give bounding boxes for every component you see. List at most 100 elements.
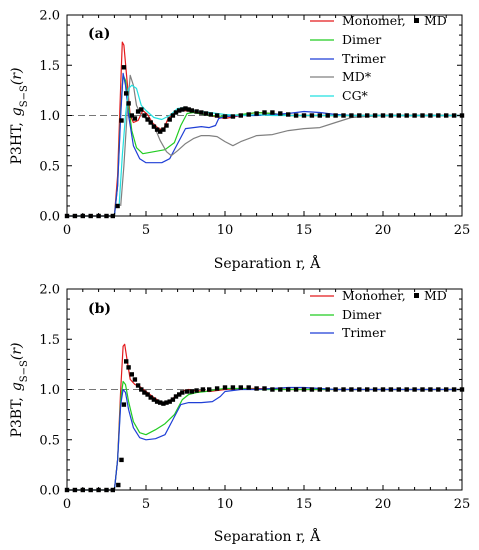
series-cgstar-line (118, 84, 462, 206)
md-marker (115, 203, 120, 209)
md-marker (148, 120, 153, 125)
panel-b-md-markers (64, 359, 465, 493)
md-marker (349, 113, 354, 118)
md-marker (148, 395, 153, 400)
md-marker (180, 390, 185, 395)
md-marker (333, 387, 338, 392)
md-marker (189, 389, 194, 394)
md-marker (230, 114, 236, 119)
y-tick-label: 0.5 (39, 159, 60, 174)
legend-a-mdstar-label: MD* (342, 69, 372, 84)
md-marker (341, 113, 346, 118)
md-marker (333, 113, 338, 118)
md-marker (444, 113, 449, 118)
md-marker (214, 386, 220, 391)
y-tick-label: 1.5 (39, 59, 60, 74)
panel-a-x-tick-labels: 0 5 10 15 20 25 (63, 223, 470, 238)
md-marker (388, 387, 394, 392)
md-marker (372, 113, 378, 118)
md-marker (177, 392, 182, 397)
legend-a-md-label: MD (424, 13, 447, 28)
legend-b-md-label: MD (424, 288, 447, 303)
md-marker (194, 388, 199, 393)
legend-b-dimer-label: Dimer (342, 307, 381, 322)
md-marker (451, 113, 457, 118)
md-marker (203, 111, 209, 116)
md-marker (135, 109, 141, 114)
md-marker (357, 387, 362, 392)
md-marker (126, 365, 131, 370)
legend-b-md-marker (414, 293, 419, 298)
md-marker (158, 400, 163, 405)
panel-a-x-axis-label: Separation r, Å (214, 254, 321, 272)
series-dimer-line (67, 380, 462, 491)
md-marker (170, 113, 176, 118)
legend-a-monomer-label: Monomer, (342, 13, 406, 28)
md-marker (151, 124, 157, 129)
y-tick-label: 1.5 (39, 333, 60, 348)
x-tick-label: 25 (454, 223, 471, 238)
y-tick-label: 0.0 (39, 210, 60, 225)
series-trimer-line (67, 386, 462, 491)
md-marker (139, 107, 144, 112)
md-marker (293, 387, 299, 392)
md-marker (246, 385, 251, 390)
md-marker (189, 108, 194, 113)
md-marker (167, 117, 172, 122)
md-marker (180, 107, 185, 112)
md-marker (207, 387, 212, 392)
md-marker (349, 387, 354, 392)
md-marker (293, 113, 299, 118)
panel-b-plot-area (64, 288, 465, 493)
md-marker (286, 112, 291, 117)
panel-b-x-tick-labels: 0 5 10 15 20 25 (63, 497, 470, 512)
md-marker (301, 113, 307, 118)
y-tick-label: 0.5 (39, 433, 60, 448)
md-marker (129, 372, 134, 377)
md-marker (184, 389, 190, 394)
md-marker (444, 387, 449, 392)
x-tick-label: 5 (142, 223, 150, 238)
md-marker (412, 113, 417, 118)
panel-a-y-axis-label: P3HT,gS−S(r) (9, 68, 30, 165)
legend-a-dimer-label: Dimer (342, 32, 381, 47)
x-tick-label: 10 (217, 223, 234, 238)
series-trimer-line (67, 72, 462, 217)
md-marker (145, 117, 150, 122)
y-tick-label: 2.0 (39, 9, 60, 24)
md-marker (119, 118, 124, 123)
md-marker (286, 387, 291, 392)
legend-b-trimer-label: Trimer (342, 325, 386, 340)
md-marker (301, 387, 307, 392)
panel-a-chart: 0 5 10 15 20 25 0.0 0.5 1.0 1.5 2.0 Separation r,… (9, 9, 470, 273)
legend-a-trimer-label: Trimer (342, 51, 386, 66)
md-marker (186, 107, 191, 112)
md-marker (317, 113, 322, 118)
md-marker (200, 387, 206, 392)
md-marker (270, 387, 275, 392)
md-marker (170, 397, 176, 402)
panel-b-x-axis-label: Separation r, Å (214, 527, 321, 545)
md-marker (357, 113, 362, 118)
x-tick-label: 5 (142, 497, 150, 512)
md-marker (428, 387, 433, 392)
x-tick-label: 20 (375, 497, 392, 512)
md-marker (262, 110, 267, 115)
md-marker (254, 111, 259, 116)
md-marker (121, 402, 127, 407)
md-marker (135, 383, 141, 388)
md-marker (173, 110, 179, 115)
md-marker (167, 399, 172, 404)
x-tick-label: 20 (375, 223, 392, 238)
md-marker (145, 392, 150, 397)
panel-a-y-tick-labels: 0.0 0.5 1.0 1.5 2.0 (39, 9, 60, 225)
md-marker (278, 387, 283, 392)
legend-b-monomer-label: Monomer, (342, 288, 406, 303)
md-marker (183, 106, 188, 111)
md-marker (214, 113, 220, 118)
legend-a-md-marker (414, 18, 419, 23)
panel-a-label: (a) (88, 26, 110, 42)
md-marker (436, 113, 441, 118)
md-marker (142, 113, 147, 118)
md-marker (388, 113, 394, 118)
